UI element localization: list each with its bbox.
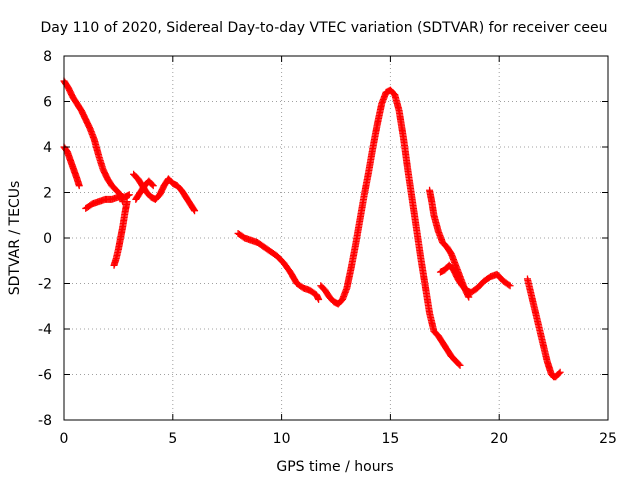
x-tick-label: 0 (60, 431, 69, 447)
series-arc-8 (317, 86, 464, 369)
data-point (149, 182, 157, 190)
y-tick-label: 2 (43, 186, 52, 202)
y-tick-label: -4 (38, 322, 52, 338)
data-point (123, 198, 131, 206)
data-point (506, 282, 514, 290)
data-point (456, 361, 464, 369)
data-point (556, 368, 564, 376)
y-tick-label: 0 (43, 231, 52, 247)
data-points (60, 77, 564, 381)
y-tick-label: -8 (38, 413, 52, 429)
axis-ticks: 0 5 10 15 20 25 -8 -6 -4 -2 0 2 4 6 8 (38, 49, 617, 447)
x-tick-label: 10 (273, 431, 291, 447)
x-tick-label: 25 (599, 431, 617, 447)
series-arc-4 (110, 198, 131, 269)
grid (64, 56, 608, 420)
series-arc-7 (234, 229, 323, 303)
data-point (191, 207, 199, 215)
series-arc-2 (60, 143, 83, 190)
x-axis-label: GPS time / hours (276, 459, 393, 475)
x-tick-label: 5 (168, 431, 177, 447)
data-point (455, 360, 463, 368)
y-tick-label: -2 (38, 277, 52, 293)
data-point (148, 181, 156, 189)
data-point (555, 369, 563, 377)
data-point (75, 182, 83, 190)
series-arc-1 (60, 77, 127, 206)
data-point (315, 295, 323, 303)
y-tick-label: 4 (43, 140, 52, 156)
series-arc-10 (436, 261, 514, 297)
y-tick-label: -6 (38, 368, 52, 384)
series-arc-6 (132, 177, 157, 203)
y-axis-label: SDTVAR / TECUs (7, 181, 23, 296)
series-arc-3 (82, 191, 133, 212)
chart-title: Day 110 of 2020, Sidereal Day-to-day VTE… (40, 20, 607, 36)
x-tick-label: 20 (490, 431, 508, 447)
y-tick-label: 6 (43, 95, 52, 111)
x-tick-label: 15 (381, 431, 399, 447)
data-point (190, 206, 198, 214)
data-point (505, 281, 513, 289)
series-arc-11 (523, 275, 564, 381)
data-point (125, 191, 133, 199)
y-tick-label: 8 (43, 49, 52, 65)
